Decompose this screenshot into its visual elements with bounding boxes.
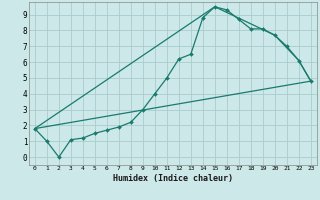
X-axis label: Humidex (Indice chaleur): Humidex (Indice chaleur) bbox=[113, 174, 233, 183]
